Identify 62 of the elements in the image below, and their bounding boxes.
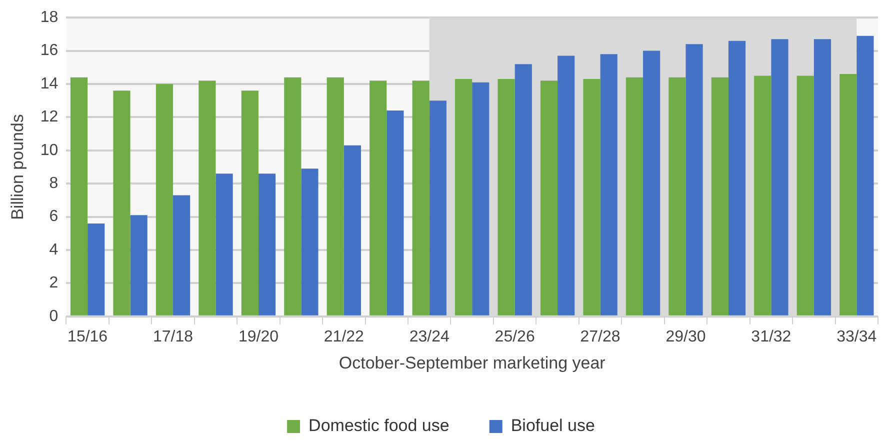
y-axis-title: Billion pounds [8,114,27,220]
x-tick-label: 23/24 [409,328,450,346]
bar [429,100,446,316]
bar [88,223,105,316]
x-tick-label: 19/20 [238,328,279,346]
x-tick-label: 15/16 [68,328,108,346]
bar [455,79,472,316]
bar [856,36,874,316]
bar [686,44,703,316]
x-tick-label: 17/18 [152,328,194,346]
bar [130,215,148,316]
legend-label: Biofuel use [510,416,595,436]
y-tick-label: 14 [40,75,58,92]
bar [711,77,728,316]
bar [386,110,404,316]
bar [600,54,618,316]
bar [728,40,746,316]
bar [771,39,788,316]
bar [540,80,558,316]
bar [498,79,515,316]
legend-label: Domestic food use [308,416,450,436]
bar [643,50,660,316]
bar [840,74,857,316]
bar [301,168,318,316]
bar [412,80,430,316]
bar [173,195,190,316]
y-tick-label: 2 [49,274,58,292]
y-tick-label: 0 [49,308,58,325]
bar [514,64,532,316]
bar [344,145,362,316]
y-tick-label: 4 [49,241,58,258]
x-tick-label: 29/30 [666,328,706,346]
bar [626,77,644,316]
bar [668,77,686,316]
y-tick-label: 8 [49,175,58,192]
bar [198,80,216,316]
bar [326,77,344,316]
bar [70,77,88,316]
bar [284,77,302,316]
y-tick-label: 10 [40,142,58,159]
bar [241,90,258,316]
x-tick-label: 27/28 [580,328,620,346]
bar [258,174,276,316]
y-tick-label: 12 [40,108,58,126]
bar [113,90,130,316]
bar [558,56,575,316]
bar [583,79,600,316]
x-tick-label: 25/26 [494,328,535,346]
x-tick-label: 31/32 [751,328,792,346]
x-tick-label: 33/34 [836,328,877,346]
bar [216,174,233,316]
bar [814,39,831,316]
x-axis-title: October-September marketing year [338,353,606,372]
bar [370,80,387,316]
y-tick-label: 6 [49,208,58,226]
bar [796,76,814,316]
bar [156,84,174,316]
x-tick-label: 21/22 [324,328,364,346]
bar [472,82,490,316]
y-tick-label: 16 [40,42,58,60]
bar [754,76,772,316]
y-tick-label: 18 [40,9,58,26]
